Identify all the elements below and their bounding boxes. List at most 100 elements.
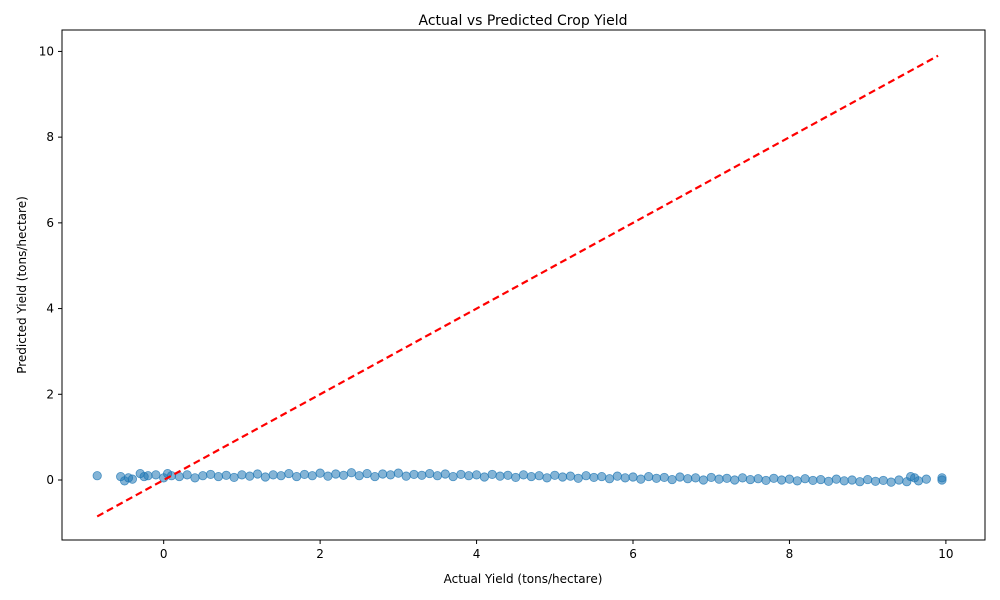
x-tick-label: 10 [938, 547, 953, 561]
x-axis: 0 2 4 6 8 10 [160, 540, 954, 561]
scatter-point [777, 475, 787, 485]
scatter-point [479, 472, 489, 482]
scatter-point [166, 471, 177, 481]
scatter-point [628, 472, 638, 482]
x-tick-label: 2 [316, 547, 324, 561]
scatter-point [448, 471, 458, 482]
scatter-point [620, 473, 630, 483]
scatter-point [292, 471, 302, 482]
scatter-point [370, 471, 380, 482]
y-axis-label: Predicted Yield (tons/hectare) [15, 196, 29, 374]
scatter-point [206, 469, 216, 480]
scatter-point [503, 470, 513, 480]
scatter-point [182, 470, 192, 480]
scatter-point [346, 468, 357, 478]
scatter-point [730, 475, 740, 485]
scatter-point [92, 471, 102, 481]
plot-marks [92, 54, 947, 518]
scatter-point [808, 475, 818, 486]
scatter-point [823, 476, 834, 486]
scatter-point [143, 471, 153, 481]
scatter-point [722, 473, 732, 483]
scatter-point [737, 473, 748, 483]
scatter-point [456, 469, 466, 480]
scatter-point [550, 470, 560, 480]
scatter-point [354, 471, 364, 481]
scatter-point [792, 476, 802, 486]
scatter-point [151, 470, 161, 480]
scatter-point [542, 473, 552, 483]
scatter-point [268, 470, 278, 480]
scatter-point [800, 474, 810, 484]
scatter-point [886, 477, 896, 487]
scatter-point [847, 475, 857, 485]
scatter-point [464, 471, 474, 481]
scatter-point [378, 469, 388, 479]
scatter-point [581, 471, 591, 481]
scatter-point [409, 469, 419, 480]
scatter-point [393, 468, 403, 478]
scatter-point [534, 471, 544, 481]
x-tick-label: 4 [473, 547, 481, 561]
scatter-point [831, 474, 841, 484]
scatter-point [816, 474, 826, 485]
scatter-point [487, 469, 497, 480]
scatter-point [855, 477, 865, 487]
scatter-point [229, 472, 239, 483]
scatter-point [894, 475, 904, 485]
scatter-point [644, 471, 654, 482]
x-axis-label: Actual Yield (tons/hectare) [444, 572, 603, 586]
scatter-point [245, 471, 255, 481]
scatter-point [425, 468, 435, 479]
scatter-point [714, 474, 724, 484]
y-axis: 0 2 4 6 8 10 [39, 44, 62, 487]
scatter-point [237, 470, 247, 480]
scatter-point [913, 476, 924, 486]
scatter-point [698, 475, 709, 485]
scatter-point [589, 472, 599, 483]
x-tick-label: 6 [629, 547, 637, 561]
scatter-point [784, 474, 795, 484]
scatter-point [307, 471, 317, 481]
scatter-point [683, 474, 693, 484]
y-tick-label: 6 [46, 216, 54, 230]
scatter-point [753, 474, 763, 484]
scatter-point [675, 472, 685, 482]
scatter-point [565, 471, 576, 481]
plot-frame [61, 29, 986, 541]
scatter-point [863, 474, 873, 485]
y-tick-label: 4 [46, 302, 54, 316]
x-tick-label: 8 [786, 547, 794, 561]
chart-title: Actual vs Predicted Crop Yield [419, 13, 628, 29]
scatter-point [190, 473, 200, 483]
reference-line [96, 54, 939, 518]
scatter-point [323, 471, 333, 481]
scatter-point [573, 473, 583, 483]
scatter-point [604, 474, 615, 484]
scatter-point [471, 470, 482, 480]
scatter-point [198, 471, 208, 481]
scatter-point [385, 470, 396, 480]
scatter-point [213, 471, 224, 482]
scatter-point [706, 472, 716, 483]
scatter-point [338, 470, 349, 480]
scatter-point [870, 476, 881, 486]
scatter-point [690, 473, 701, 483]
y-tick-label: 0 [46, 473, 54, 487]
scatter-point [315, 468, 325, 478]
scatter-point [612, 471, 622, 481]
scatter-point [878, 475, 888, 486]
scatter-point [839, 476, 849, 486]
y-tick-label: 10 [39, 44, 54, 58]
scatter-point [362, 468, 372, 479]
scatter-point [667, 474, 677, 485]
scatter-point [937, 475, 947, 485]
scatter-point [299, 469, 310, 480]
scatter-point [417, 470, 427, 480]
scatter-point [331, 469, 341, 479]
scatter-point [440, 469, 450, 479]
x-tick-label: 0 [160, 547, 168, 561]
scatter-point [659, 472, 669, 483]
scatter-point [518, 470, 529, 480]
scatter-point [636, 474, 646, 484]
